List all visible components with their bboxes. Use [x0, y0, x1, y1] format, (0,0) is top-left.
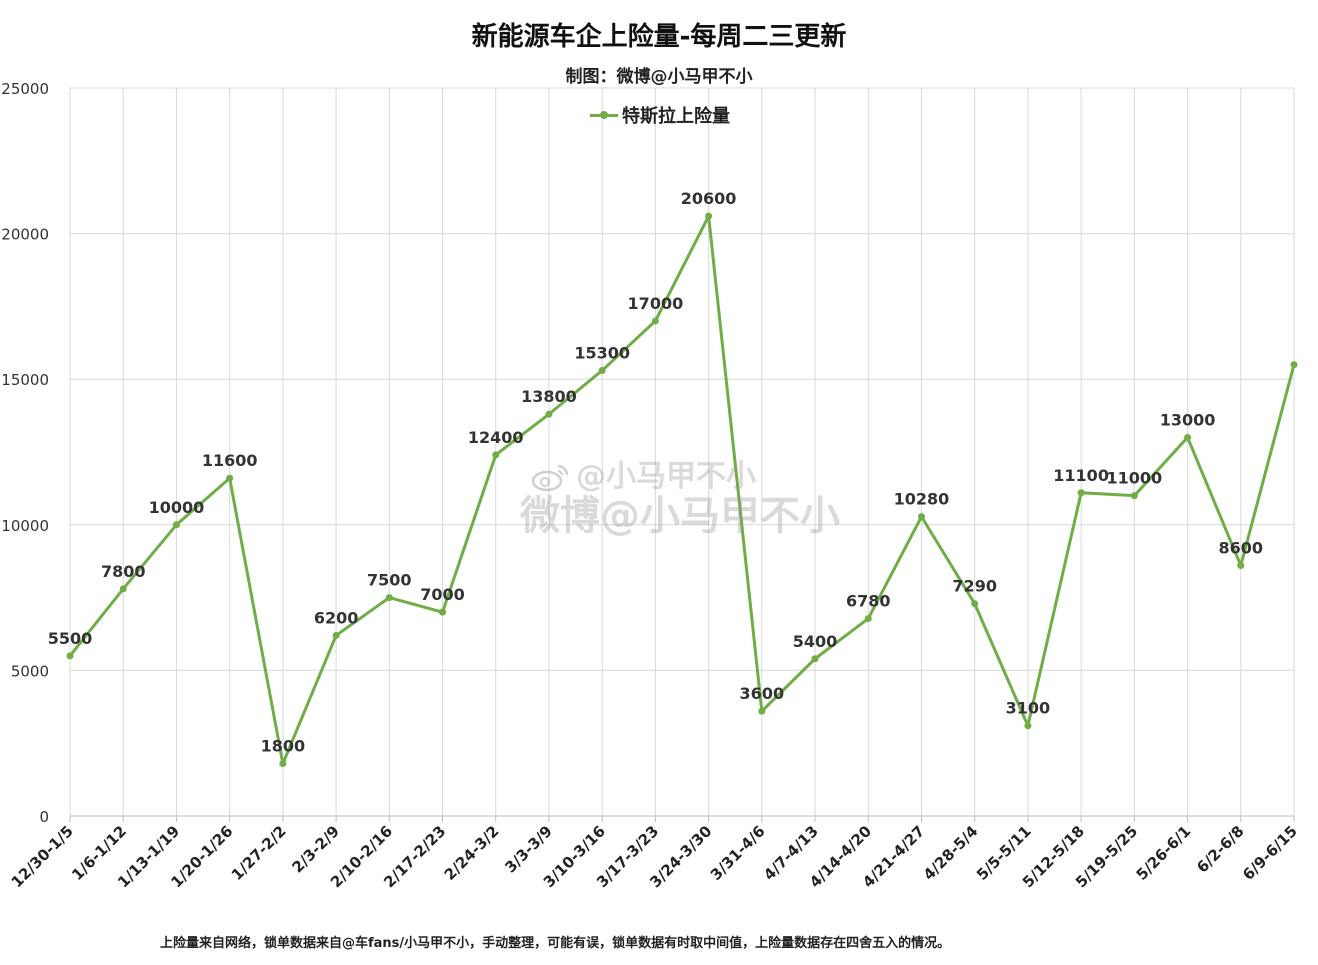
data-point	[651, 317, 659, 325]
data-point	[66, 652, 74, 660]
data-point	[1184, 433, 1192, 441]
data-label: 13000	[1160, 410, 1216, 429]
watermark-weibo: 微博@小马甲不小	[520, 493, 840, 539]
data-label: 5400	[793, 632, 838, 651]
data-point	[1237, 562, 1245, 570]
data-point	[864, 615, 872, 623]
chart-title: 新能源车企上险量-每周二三更新	[471, 22, 847, 52]
x-tick-label: 6/2-6/8	[1193, 822, 1247, 876]
data-label: 11100	[1053, 466, 1109, 485]
legend-line-marker-icon	[590, 104, 618, 126]
data-label: 8600	[1219, 539, 1264, 558]
data-label: 6200	[314, 608, 359, 627]
x-tick-label: 2/3-2/9	[289, 822, 343, 876]
x-tick-label: 5/26-6/1	[1133, 822, 1195, 884]
series-line	[68, 214, 1296, 766]
watermark-handle: @小马甲不小	[576, 459, 756, 494]
y-tick-label: 15000	[1, 371, 49, 389]
data-label: 3100	[1006, 699, 1051, 718]
legend-label: 特斯拉上险量	[622, 106, 730, 127]
legend: 特斯拉上险量	[590, 102, 730, 128]
data-label: 1800	[261, 737, 306, 756]
series-tesla	[66, 212, 1298, 768]
x-tick-label: 6/9-6/15	[1239, 822, 1301, 884]
data-label: 7800	[101, 562, 146, 581]
data-label: 7290	[952, 577, 997, 596]
x-tick-label: 4/28-5/4	[920, 822, 982, 884]
y-tick-label: 0	[39, 808, 49, 826]
weibo-icon	[531, 464, 569, 492]
data-point	[226, 474, 234, 482]
data-label: 15300	[574, 343, 630, 362]
data-label: 11600	[202, 451, 258, 470]
x-tick-label: 2/24-3/2	[441, 822, 503, 884]
footnote: 上险量来自网络，锁单数据来自@车fans/小马甲不小，手动整理，可能有误，锁单数…	[160, 936, 951, 951]
watermark: @小马甲不小 微博@小马甲不小	[520, 459, 840, 539]
data-point	[917, 513, 925, 521]
y-axis: 0 5000 10000 15000 20000 25000	[1, 80, 49, 826]
data-point	[492, 451, 500, 459]
data-point	[1130, 492, 1138, 500]
x-tick-label: 1/27-2/2	[228, 822, 290, 884]
x-tick-label: 12/30-1/5	[8, 822, 77, 891]
data-point	[705, 212, 713, 220]
data-point	[758, 707, 766, 715]
data-point	[811, 655, 819, 663]
data-label: 10280	[894, 490, 950, 509]
y-tick-label: 20000	[1, 226, 49, 244]
data-label: 13800	[521, 387, 577, 406]
x-tick-label: 3/3-3/9	[501, 822, 555, 876]
x-axis: 12/30-1/51/6-1/121/13-1/191/20-1/261/27-…	[8, 815, 1301, 891]
data-point	[1077, 489, 1085, 497]
data-point	[598, 366, 606, 374]
data-label: 20600	[681, 189, 737, 208]
data-point	[385, 594, 393, 602]
data-label: 6780	[846, 592, 891, 611]
x-tick-label: 3/31-4/6	[707, 822, 769, 884]
data-label: 3600	[740, 684, 785, 703]
data-label: 17000	[628, 294, 684, 313]
data-point	[971, 600, 979, 608]
data-point	[1290, 361, 1298, 369]
data-point	[439, 608, 447, 616]
y-tick-label: 5000	[11, 662, 49, 680]
data-label: 10000	[149, 498, 205, 517]
data-point	[172, 521, 180, 529]
chart-subtitle: 制图：微博@小马甲不小	[565, 67, 753, 87]
data-label: 11000	[1107, 469, 1163, 488]
data-label: 7000	[420, 585, 465, 604]
data-point	[1024, 722, 1032, 730]
y-tick-label: 10000	[1, 517, 49, 535]
grid-lines	[69, 87, 1295, 817]
data-label: 7500	[367, 571, 412, 590]
data-label: 5500	[48, 629, 93, 648]
data-label: 12400	[468, 428, 524, 447]
data-point	[119, 585, 127, 593]
data-labels: 5500 7800 10000 11600 1800 6200 7500 7000 12400 1…	[48, 189, 1263, 755]
y-tick-label: 25000	[1, 80, 49, 98]
data-point	[279, 760, 287, 768]
data-point	[332, 631, 340, 639]
data-point	[545, 410, 553, 418]
